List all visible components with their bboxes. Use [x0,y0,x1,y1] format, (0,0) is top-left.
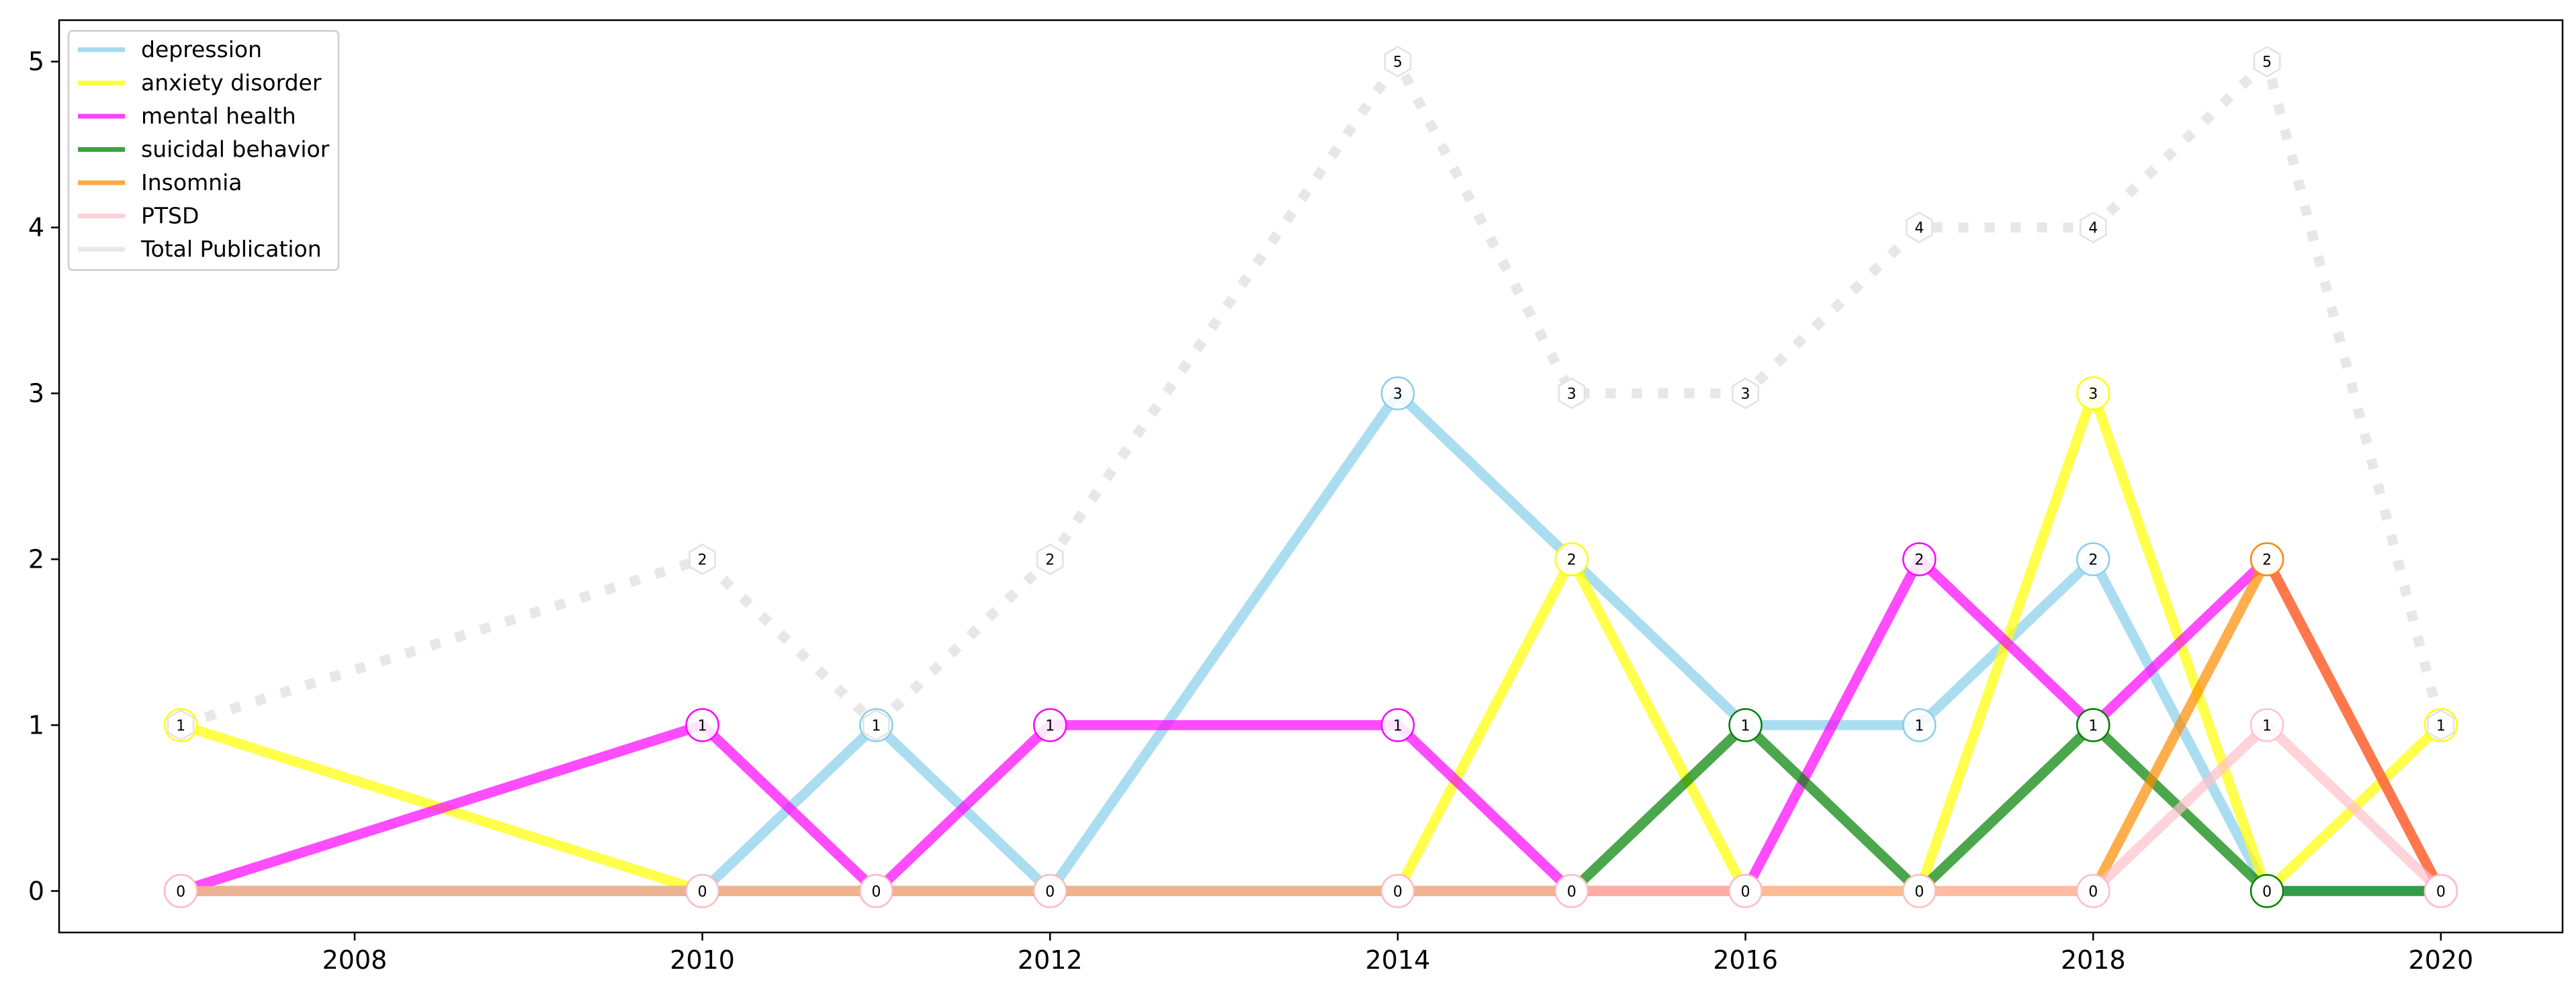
marker-total-publication-2011 [862,709,890,741]
marker-anxiety-disorder-2018 [2076,376,2111,410]
legend-label-anxiety-disorder: anxiety disorder [141,70,322,96]
legend-label-ptsd: PTSD [141,203,199,229]
marker-ptsd-2017 [1902,874,1937,908]
marker-total-publication-2017 [1906,212,1933,244]
x-tick-label-2012: 2012 [1018,945,1083,975]
data-label-total-publication-2019: 5 [2262,54,2272,71]
legend-label-suicidal-behavior: suicidal behavior [141,136,330,163]
marker-total-publication-2012 [1036,543,1064,575]
y-tick-label-0: 0 [28,876,44,906]
legend-label-insomnia: Insomnia [141,169,242,195]
marker-suicidal-behavior-2016 [1728,708,1763,742]
marker-depression-2018 [2076,542,2111,576]
data-label-mental-health-2010: 1 [698,717,707,734]
marker-ptsd-2014 [1380,874,1415,908]
marker-total-publication-2020 [2427,709,2455,741]
marker-total-publication-2015 [1558,378,1586,409]
series-line-total-publication [179,52,2446,732]
y-tick-label-2: 2 [28,544,44,574]
y-tick-label-5: 5 [28,47,44,77]
data-label-ptsd-2017: 0 [1914,883,1924,900]
x-tick-label-2020: 2020 [2408,945,2473,975]
marker-layer: 0010321120010000200301010110021200000001… [163,46,2458,908]
marker-ptsd-2012 [1033,874,1067,908]
legend-label-total-publication: Total Publication [140,236,322,262]
data-label-ptsd-2007: 0 [176,883,185,900]
data-label-insomnia-2019: 2 [2262,552,2272,568]
data-label-total-publication-2020: 1 [2436,717,2446,734]
data-label-ptsd-2010: 0 [698,883,707,900]
data-label-suicidal-behavior-2019: 0 [2262,883,2272,900]
y-tick-label-3: 3 [28,379,44,408]
x-tick-label-2014: 2014 [1366,945,1431,975]
y-tick-label-1: 1 [28,710,44,740]
marker-depression-2017 [1902,708,1937,742]
marker-mental-health-2010 [685,708,719,742]
marker-suicidal-behavior-2018 [2076,708,2111,742]
marker-total-publication-2018 [2079,212,2107,244]
marker-total-publication-2016 [1732,378,1759,409]
x-tick-label-2018: 2018 [2061,945,2126,975]
data-label-total-publication-2012: 2 [1045,552,1055,568]
marker-ptsd-2011 [859,874,893,908]
data-label-depression-2018: 2 [2088,552,2098,568]
legend-box [67,30,340,271]
marker-mental-health-2012 [1033,708,1067,742]
data-label-total-publication-2007: 1 [176,717,185,734]
data-label-depression-2014: 3 [1393,386,1403,403]
marker-ptsd-2015 [1554,874,1589,908]
data-label-ptsd-2020: 0 [2436,883,2446,900]
marker-mental-health-2017 [1902,542,1937,576]
data-label-mental-health-2012: 1 [1045,717,1055,734]
data-label-anxiety-disorder-2018: 3 [2088,386,2098,403]
data-label-depression-2017: 1 [1914,717,1924,734]
marker-ptsd-2010 [685,874,719,908]
data-label-suicidal-behavior-2018: 1 [2088,717,2098,734]
data-label-total-publication-2015: 3 [1567,386,1576,403]
data-label-total-publication-2016: 3 [1741,386,1750,403]
data-label-ptsd-2011: 0 [871,883,881,900]
marker-ptsd-2019 [2250,708,2284,742]
legend-label-depression: depression [141,36,262,62]
data-label-anxiety-disorder-2015: 2 [1567,552,1576,568]
x-tick-label-2010: 2010 [670,945,735,975]
x-tick-label-2016: 2016 [1713,945,1778,975]
data-label-mental-health-2017: 2 [1914,552,1924,568]
data-label-ptsd-2012: 0 [1045,883,1055,900]
marker-total-publication-2010 [689,543,716,575]
data-label-ptsd-2014: 0 [1393,883,1403,900]
data-label-mental-health-2014: 1 [1393,717,1403,734]
marker-ptsd-2020 [2424,874,2458,908]
marker-mental-health-2014 [1380,708,1415,742]
data-label-total-publication-2017: 4 [1914,220,1924,237]
data-label-suicidal-behavior-2016: 1 [1741,717,1750,734]
marker-anxiety-disorder-2015 [1554,542,1589,576]
data-label-total-publication-2014: 5 [1393,54,1403,71]
legend: depression anxiety disorder mental health s… [67,30,340,271]
data-label-total-publication-2018: 4 [2088,220,2098,237]
data-label-total-publication-2010: 2 [698,552,707,568]
marker-total-publication-2014 [1384,46,1412,78]
marker-suicidal-behavior-2019 [2250,874,2284,908]
marker-ptsd-2018 [2076,874,2111,908]
marker-ptsd-2016 [1728,874,1763,908]
marker-total-publication-2007 [167,709,195,741]
plot-frame [58,19,2564,934]
data-label-ptsd-2015: 0 [1567,883,1576,900]
marker-ptsd-2007 [163,874,198,908]
y-tick-label-4: 4 [28,213,44,243]
legend-label-mental-health: mental health [141,103,296,129]
marker-depression-2014 [1380,376,1415,410]
marker-insomnia-2019 [2250,542,2284,576]
marker-total-publication-2019 [2253,46,2281,78]
data-label-ptsd-2018: 0 [2088,883,2098,900]
data-label-total-publication-2011: 1 [871,717,881,734]
x-axis: 2008 2010 2012 2014 2016 2018 2020 [322,932,2473,975]
data-label-ptsd-2019: 1 [2262,717,2272,734]
x-tick-label-2008: 2008 [322,945,388,975]
data-label-ptsd-2016: 0 [1741,883,1750,900]
y-axis: 0 1 2 3 4 5 [28,47,59,906]
